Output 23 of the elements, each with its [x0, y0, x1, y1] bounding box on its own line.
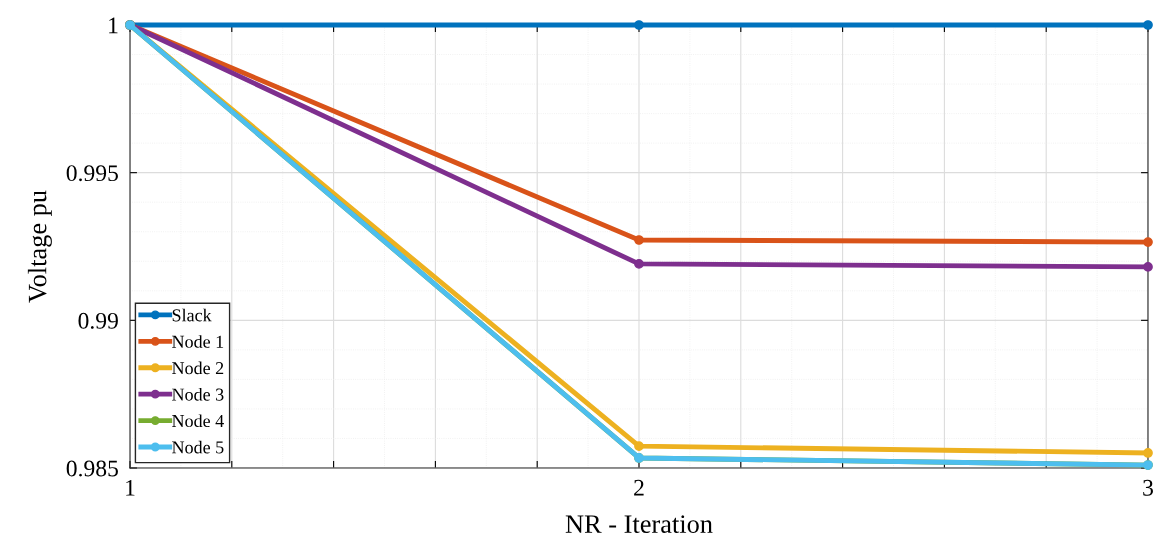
y-tick-label: 1 — [109, 17, 118, 34]
y-tick-label: 0.99 — [78, 312, 118, 329]
legend-label: Slack — [172, 308, 212, 322]
point — [634, 20, 644, 30]
point — [1143, 237, 1153, 247]
point — [634, 441, 644, 452]
legend-label: Node 4 — [172, 414, 224, 428]
x-tick-label: 2 — [634, 479, 644, 496]
legend-label: Node 5 — [172, 440, 224, 454]
x-tick-label: 1 — [126, 479, 135, 496]
legend-label: Node 1 — [172, 335, 224, 348]
legend-label: Node 2 — [172, 361, 224, 375]
point — [1143, 262, 1153, 272]
point — [1143, 448, 1153, 458]
point — [634, 235, 644, 245]
y-tick-label: 0.995 — [66, 165, 118, 182]
legend-label: Node 3 — [172, 387, 224, 401]
y-tick-label: 0.985 — [66, 460, 118, 477]
point — [634, 259, 644, 269]
x-tick-label: 3 — [1143, 479, 1153, 496]
x-axis-title: NR - Iteration — [565, 515, 713, 533]
y-axis-title: Voltage pu — [27, 190, 52, 303]
point — [1143, 20, 1153, 30]
